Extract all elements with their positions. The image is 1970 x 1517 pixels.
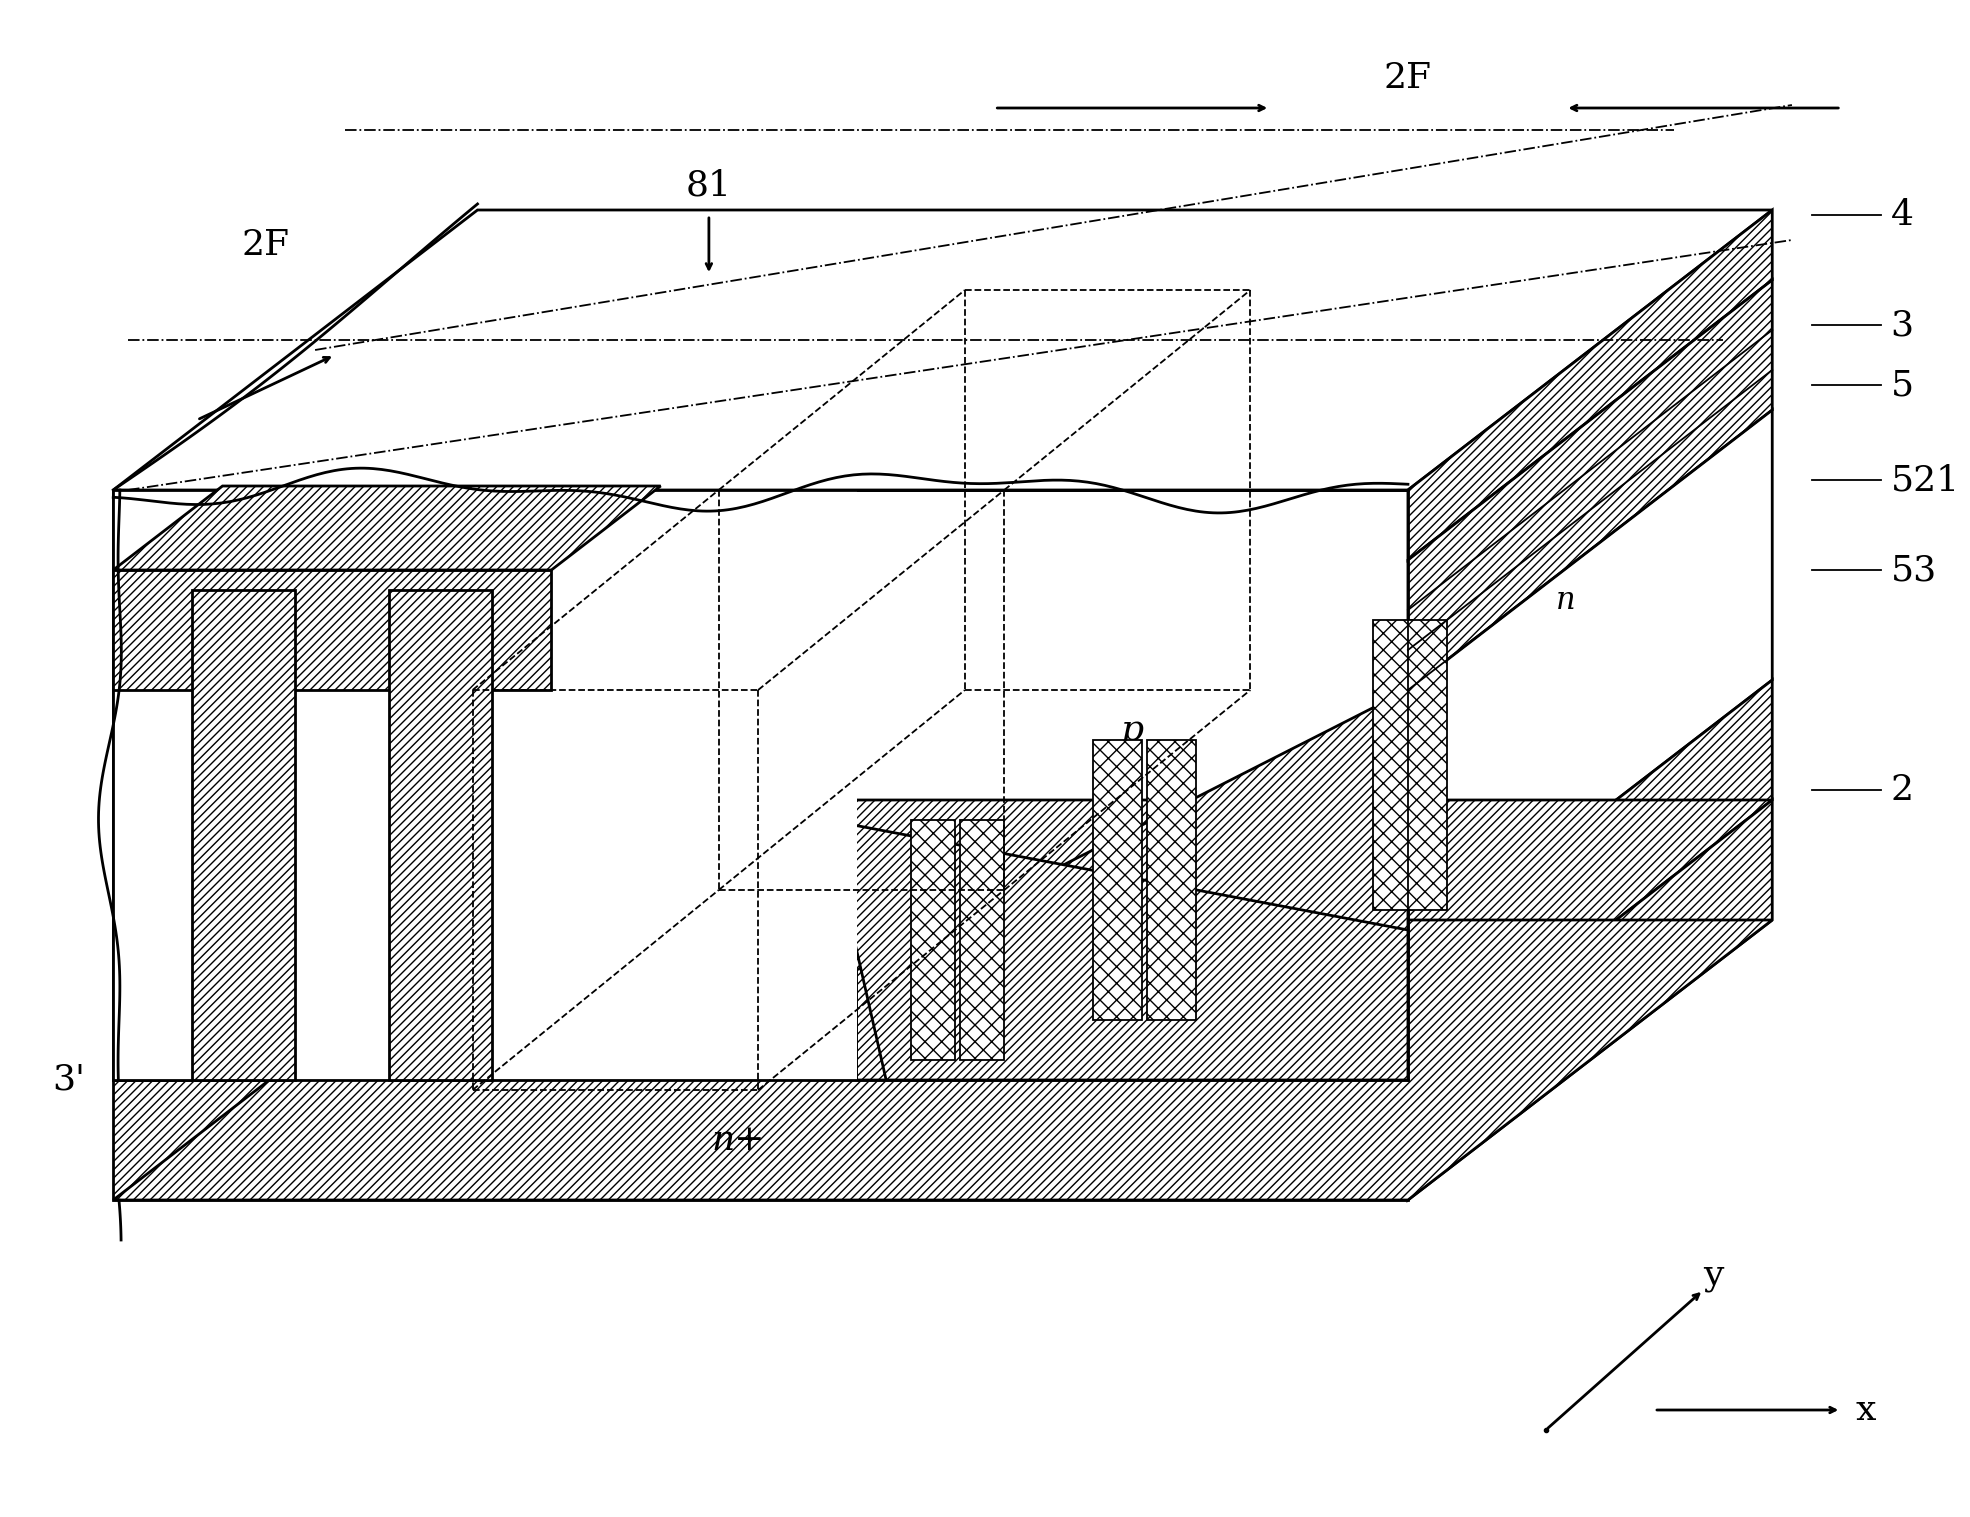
Polygon shape [1409,799,1773,1200]
Text: 53: 53 [1891,554,1937,587]
Text: 3': 3' [53,1063,85,1097]
Polygon shape [112,490,857,1080]
Text: n: n [1556,584,1576,616]
Text: y: y [1702,1258,1724,1292]
Polygon shape [808,810,1409,1080]
Text: 4: 4 [1891,199,1913,232]
Text: n: n [364,625,384,655]
Text: 2F: 2F [1385,61,1432,96]
Polygon shape [112,799,1773,1080]
Polygon shape [1409,209,1773,560]
Polygon shape [1147,740,1196,1019]
Text: p: p [412,872,435,907]
Text: 3: 3 [1891,308,1913,341]
Text: p: p [1121,713,1145,746]
Text: 2F: 2F [242,228,290,262]
Polygon shape [112,485,660,570]
Polygon shape [112,209,1773,490]
Text: 81: 81 [686,168,733,202]
Polygon shape [1373,620,1412,910]
Text: n+: n+ [859,1022,912,1057]
Text: n+: n+ [1257,924,1302,956]
Polygon shape [112,919,1773,1200]
Polygon shape [1409,680,1773,1080]
Text: 2: 2 [1891,774,1913,807]
Polygon shape [1409,620,1448,910]
Text: n+: n+ [711,1123,764,1157]
Text: 6: 6 [110,737,132,772]
Polygon shape [1093,740,1143,1019]
Polygon shape [388,590,492,1080]
Polygon shape [112,570,552,690]
Polygon shape [112,1080,1409,1200]
Polygon shape [1409,410,1773,960]
Text: 521: 521 [1891,463,1960,498]
Polygon shape [191,590,296,1080]
Text: 5: 5 [1891,369,1913,402]
Polygon shape [910,821,955,1060]
Polygon shape [827,821,1409,1080]
Polygon shape [959,821,1005,1060]
Polygon shape [1409,281,1773,690]
Text: x: x [1856,1393,1877,1427]
Polygon shape [857,690,1409,1080]
Polygon shape [112,490,1409,1080]
